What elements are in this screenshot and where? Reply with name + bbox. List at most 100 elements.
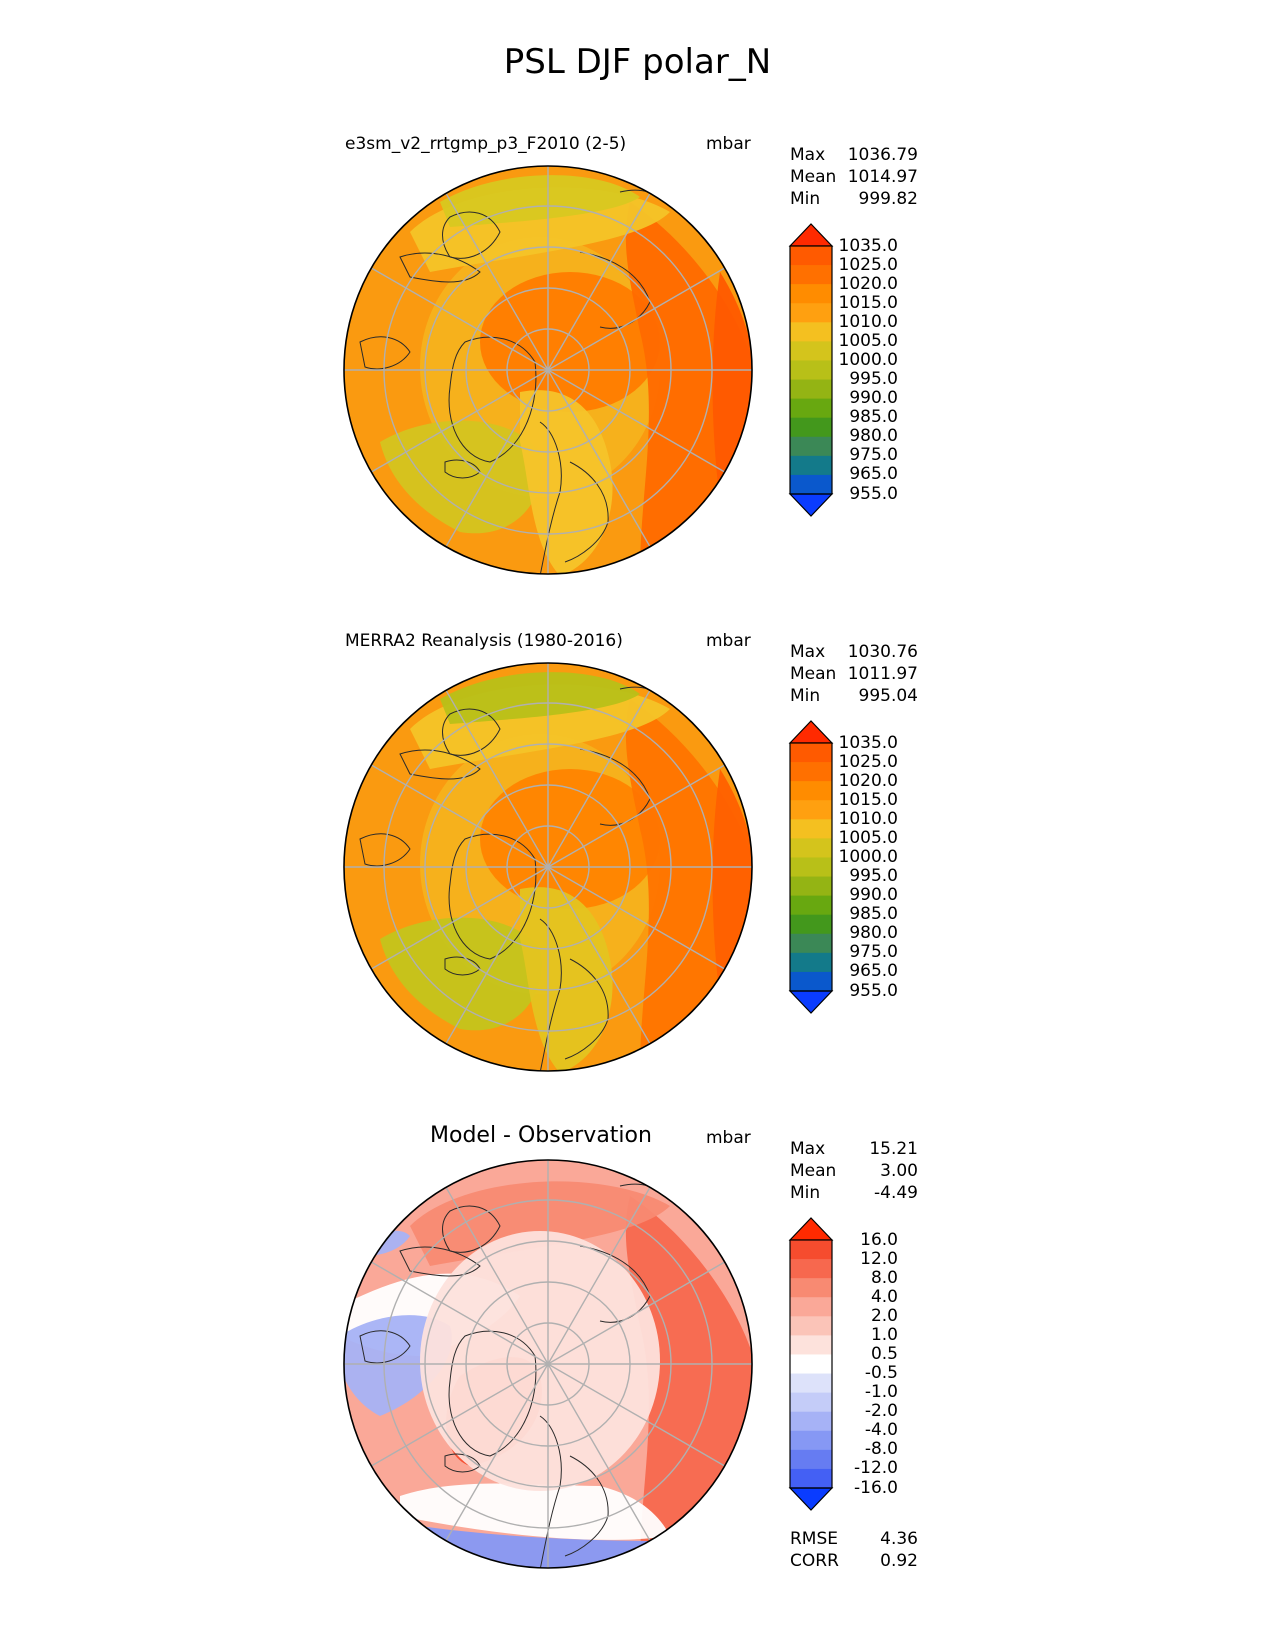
panel-title: Model - Observation xyxy=(430,1123,652,1148)
colorbar-tick-label: 16.0 xyxy=(860,1229,898,1250)
colorbar-swatch xyxy=(790,895,832,916)
colorbar-swatch xyxy=(790,838,832,858)
colorbar-extend-bottom xyxy=(788,1487,834,1511)
colorbar-tick-label: 955.0 xyxy=(849,980,898,1001)
stat-value: 1011.97 xyxy=(847,664,918,684)
stat-label: Mean xyxy=(790,1161,837,1181)
colorbar-tick-label: 12.0 xyxy=(860,1248,898,1269)
stat-value: 15.21 xyxy=(869,1139,918,1159)
colorbar-tick-label: 1.0 xyxy=(870,1324,898,1345)
colorbar-swatch xyxy=(790,876,832,897)
colorbar-tick-label: 975.0 xyxy=(849,445,898,466)
colorbar-swatch xyxy=(790,1354,832,1375)
stat-value: 1014.97 xyxy=(847,167,918,187)
stat-label: RMSE xyxy=(790,1529,839,1549)
colorbar-swatch xyxy=(790,379,832,400)
stat-label: Min xyxy=(790,686,821,706)
colorbar-tick-label: 1035.0 xyxy=(838,732,898,753)
map-region xyxy=(712,769,752,999)
colorbar-swatch xyxy=(790,246,832,266)
colorbar-swatch xyxy=(790,762,832,782)
stat-label: CORR xyxy=(790,1551,839,1571)
colorbar-extend-bottom xyxy=(788,493,834,517)
coastline xyxy=(442,708,501,756)
colorbar-swatch xyxy=(790,1468,832,1489)
colorbar-tick-label: 995.0 xyxy=(849,866,898,887)
colorbar-swatch xyxy=(790,1335,832,1355)
map-field xyxy=(344,663,752,1071)
colorbar-swatch xyxy=(790,819,832,839)
stat-label: Min xyxy=(790,189,821,209)
colorbar-tick-label: -16.0 xyxy=(854,1477,898,1498)
colorbar-swatch xyxy=(790,322,832,342)
colorbar-swatch xyxy=(790,1449,832,1470)
colorbar-tick-label: 985.0 xyxy=(849,904,898,925)
colorbar-frame xyxy=(789,1239,833,1489)
stat-value: -4.49 xyxy=(874,1183,918,1203)
meridian-line xyxy=(370,764,726,970)
coastline xyxy=(442,211,501,259)
units-label: mbar xyxy=(706,134,751,154)
colorbar-swatch xyxy=(790,1411,832,1432)
figure-title: PSL DJF polar_N xyxy=(503,42,772,82)
colorbar-tick-label: 1000.0 xyxy=(838,349,898,370)
colorbar-tick-label: -0.5 xyxy=(864,1363,898,1384)
colorbar-swatch xyxy=(790,781,832,801)
stat-value: 999.82 xyxy=(858,189,918,209)
units-label: mbar xyxy=(706,631,751,651)
colorbar-tick-label: 985.0 xyxy=(849,407,898,428)
colorbar-tick-label: 965.0 xyxy=(849,464,898,485)
coastline xyxy=(399,1246,481,1277)
coastline xyxy=(359,1330,411,1364)
colorbar-extend-top xyxy=(788,223,834,247)
colorbar-tick-label: -8.0 xyxy=(864,1439,898,1460)
colorbar-swatch xyxy=(790,436,832,457)
colorbar-swatch xyxy=(790,971,832,992)
colorbar-swatch xyxy=(790,1259,832,1279)
map-region xyxy=(520,887,613,1071)
stat-label: Max xyxy=(790,1139,826,1159)
map-boundary xyxy=(343,165,753,575)
colorbar-tick-label: 8.0 xyxy=(870,1267,898,1288)
colorbar-tick-label: 1035.0 xyxy=(838,235,898,256)
colorbar-tick-label: 1010.0 xyxy=(838,808,898,829)
colorbar-swatch xyxy=(790,1297,832,1317)
map-region xyxy=(380,420,542,534)
stat-value: 4.36 xyxy=(880,1529,918,1549)
colorbar-swatch xyxy=(790,474,832,495)
map-region xyxy=(520,390,613,574)
colorbar-swatch xyxy=(790,914,832,935)
map-field xyxy=(344,1160,752,1568)
stat-value: 3.00 xyxy=(880,1161,918,1181)
colorbar-frame xyxy=(789,245,833,495)
panel-title: e3sm_v2_rrtgmp_p3_F2010 (2-5) xyxy=(345,134,627,154)
colorbar-swatch xyxy=(790,952,832,973)
colorbar-swatch xyxy=(790,743,832,763)
stat-value: 995.04 xyxy=(858,686,918,706)
colorbar-tick-label: 955.0 xyxy=(849,483,898,504)
colorbar-tick-label: 1005.0 xyxy=(838,330,898,351)
coastline xyxy=(448,833,537,960)
polar-map xyxy=(343,165,753,575)
coastline xyxy=(399,749,481,780)
polar-map xyxy=(343,662,753,1072)
map-boundary xyxy=(343,662,753,1072)
map-region xyxy=(420,1231,660,1491)
colorbar-swatch xyxy=(790,800,832,820)
colorbar-swatch xyxy=(790,1316,832,1336)
map-field xyxy=(344,166,752,574)
map-region xyxy=(440,672,640,724)
colorbar-tick-label: 1025.0 xyxy=(838,254,898,275)
map-region xyxy=(410,1181,670,1266)
map-region xyxy=(712,272,752,502)
colorbar-tick-label: -4.0 xyxy=(864,1420,898,1441)
colorbar-tick-label: 1000.0 xyxy=(838,846,898,867)
colorbar-swatch xyxy=(790,1278,832,1298)
colorbar-extend-top xyxy=(788,720,834,744)
stats-block: Max 15.21 Mean 3.00 Min -4.49 xyxy=(790,1138,918,1204)
colorbar-extend-top xyxy=(788,1217,834,1241)
colorbar-tick-label: 990.0 xyxy=(849,885,898,906)
colorbar-tick-label: 975.0 xyxy=(849,942,898,963)
colorbar-swatch xyxy=(790,1430,832,1451)
colorbar-swatch xyxy=(790,417,832,438)
